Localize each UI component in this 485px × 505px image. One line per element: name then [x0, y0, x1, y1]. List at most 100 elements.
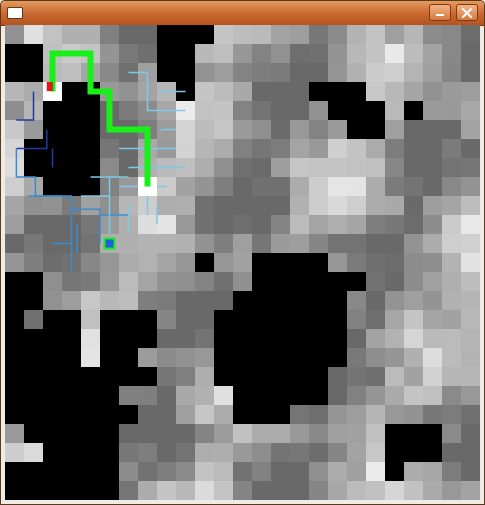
terrain-cell: [138, 310, 158, 330]
terrain-cell: [461, 272, 480, 292]
terrain-cell: [43, 253, 63, 273]
terrain-cell: [119, 481, 139, 500]
goal-marker: [46, 82, 53, 91]
terrain-cell: [233, 386, 253, 406]
terrain-cell: [461, 329, 480, 349]
terrain-cell: [309, 310, 329, 330]
terrain-cell: [24, 253, 44, 273]
terrain-cell: [176, 158, 196, 178]
terrain-cell: [290, 253, 310, 273]
terrain-cell: [404, 424, 424, 444]
terrain-cell: [366, 405, 386, 425]
terrain-cell: [252, 44, 272, 64]
terrain-cell: [347, 139, 367, 159]
terrain-cell: [271, 310, 291, 330]
terrain-cell: [214, 386, 234, 406]
minimize-button[interactable]: [429, 4, 451, 21]
pathfinding-map[interactable]: [5, 25, 480, 500]
terrain-cell: [233, 462, 253, 482]
terrain-cell: [404, 101, 424, 121]
terrain-cell: [62, 291, 82, 311]
terrain-cell: [271, 462, 291, 482]
terrain-cell: [442, 25, 462, 45]
terrain-cell: [119, 25, 139, 45]
terrain-cell: [309, 462, 329, 482]
terrain-cell: [328, 120, 348, 140]
terrain-cell: [347, 196, 367, 216]
terrain-cell: [176, 120, 196, 140]
terrain-cell: [290, 462, 310, 482]
terrain-cell: [233, 101, 253, 121]
terrain-cell: [461, 139, 480, 159]
terrain-cell: [328, 348, 348, 368]
terrain-cell: [100, 25, 120, 45]
terrain-cell: [62, 63, 82, 83]
terrain-cell: [385, 348, 405, 368]
search-tree-branch: [146, 72, 161, 112]
terrain-cell: [252, 63, 272, 83]
terrain-cell: [442, 253, 462, 273]
close-button[interactable]: [456, 4, 478, 21]
close-icon: [461, 7, 473, 18]
terrain-cell: [62, 177, 82, 197]
terrain-cell: [461, 44, 480, 64]
terrain-cell: [81, 310, 101, 330]
terrain-cell: [252, 462, 272, 482]
terrain-cell: [252, 139, 272, 159]
terrain-cell: [43, 177, 63, 197]
terrain-cell: [423, 348, 443, 368]
title-bar[interactable]: [1, 1, 484, 26]
terrain-cell: [81, 101, 101, 121]
terrain-cell: [138, 462, 158, 482]
terrain-cell: [271, 234, 291, 254]
terrain-cell: [252, 101, 272, 121]
terrain-cell: [385, 25, 405, 45]
terrain-cell: [5, 272, 25, 292]
terrain-cell: [5, 215, 25, 235]
terrain-cell: [347, 82, 367, 102]
terrain-cell: [176, 272, 196, 292]
terrain-cell: [176, 139, 196, 159]
terrain-cell: [385, 272, 405, 292]
terrain-cell: [347, 348, 367, 368]
terrain-cell: [233, 63, 253, 83]
terrain-cell: [461, 310, 480, 330]
terrain-cell: [271, 44, 291, 64]
terrain-cell: [423, 63, 443, 83]
terrain-cell: [423, 25, 443, 45]
terrain-cell: [119, 424, 139, 444]
terrain-cell: [138, 234, 158, 254]
terrain-cell: [385, 424, 405, 444]
terrain-cell: [214, 329, 234, 349]
terrain-cell: [252, 82, 272, 102]
terrain-cell: [271, 386, 291, 406]
terrain-cell: [404, 25, 424, 45]
terrain-cell: [157, 329, 177, 349]
terrain-cell: [461, 63, 480, 83]
terrain-cell: [24, 367, 44, 387]
terrain-cell: [100, 462, 120, 482]
search-tree-branch: [16, 91, 35, 121]
terrain-cell: [24, 310, 44, 330]
terrain-cell: [233, 44, 253, 64]
terrain-cell: [195, 272, 215, 292]
terrain-cell: [290, 120, 310, 140]
terrain-cell: [119, 443, 139, 463]
terrain-cell: [43, 481, 63, 500]
terrain-cell: [81, 329, 101, 349]
terrain-cell: [290, 215, 310, 235]
terrain-cell: [195, 101, 215, 121]
terrain-cell: [5, 310, 25, 330]
terrain-cell: [81, 177, 101, 197]
terrain-cell: [81, 196, 101, 216]
terrain-cell: [385, 234, 405, 254]
terrain-cell: [252, 424, 272, 444]
terrain-cell: [119, 386, 139, 406]
terrain-cell: [271, 253, 291, 273]
terrain-cell: [5, 25, 25, 45]
terrain-cell: [119, 310, 139, 330]
terrain-cell: [5, 63, 25, 83]
terrain-cell: [214, 215, 234, 235]
terrain-cell: [442, 424, 462, 444]
